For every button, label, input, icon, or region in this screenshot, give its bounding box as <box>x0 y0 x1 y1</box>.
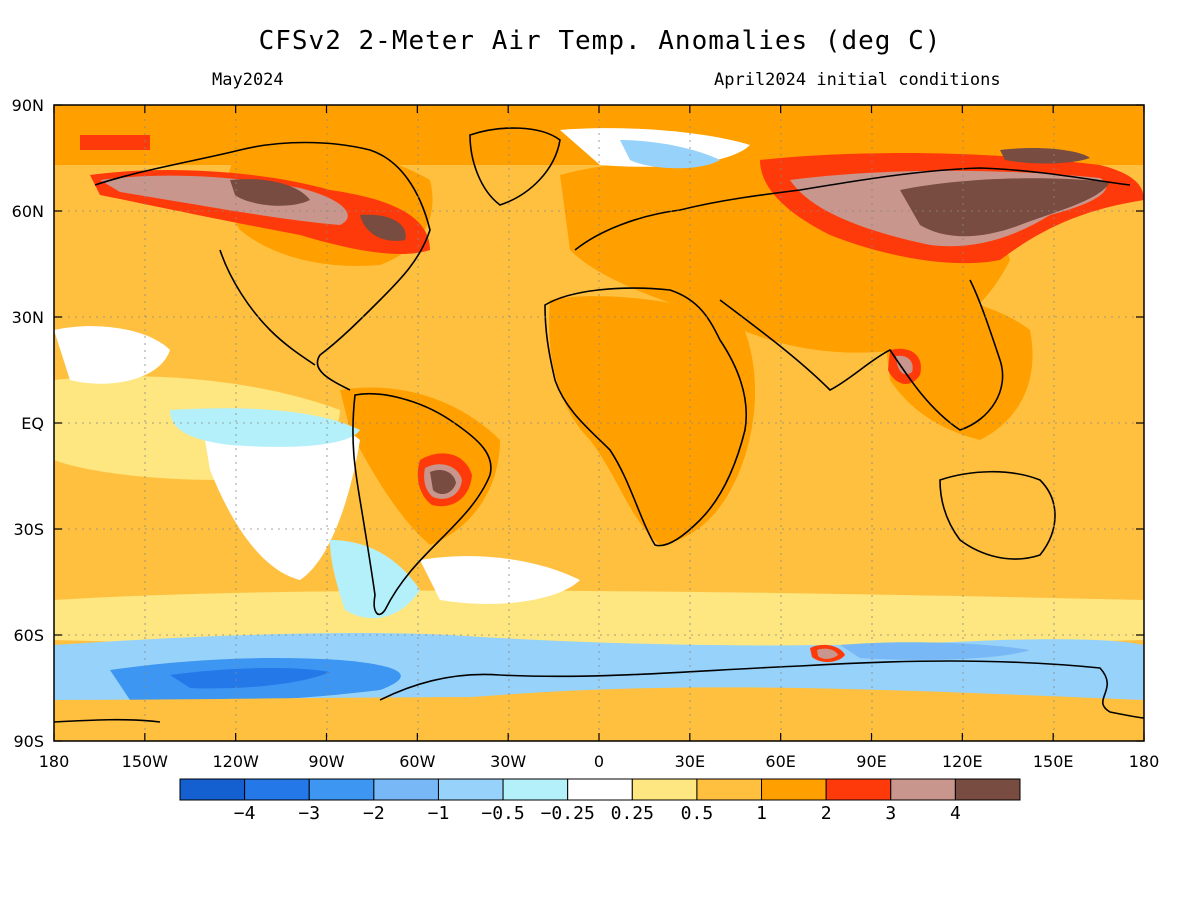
lat-tick-label: 60S <box>13 626 44 645</box>
africa-warm-region <box>549 296 755 545</box>
colorbar-tick-label: 2 <box>820 803 832 824</box>
lon-tick-label: 180 <box>39 752 70 771</box>
coastlines <box>54 127 1144 723</box>
lon-tick-label: 60E <box>765 752 795 771</box>
north-america-coastline <box>94 141 431 391</box>
indochina-very-hot-core <box>896 355 913 375</box>
africa-coastline <box>544 287 748 547</box>
lat-tick-label: EQ <box>21 414 44 433</box>
east-siberia-extreme-core <box>1000 147 1090 164</box>
brazil-extreme-core <box>430 470 456 495</box>
lat-tick-label: 90S <box>13 732 44 751</box>
colorbar-swatch <box>631 778 698 801</box>
lon-tick-label: 0 <box>594 752 604 771</box>
ross-sea-cold-core <box>170 668 330 689</box>
grid-lines <box>54 105 1144 741</box>
valid-month-label: May2024 <box>212 70 284 90</box>
lon-tick-label: 30E <box>675 752 705 771</box>
colorbar-swatch <box>567 778 633 801</box>
lat-tick-label: 30N <box>12 308 44 327</box>
lon-tick-label: 180 <box>1129 752 1160 771</box>
lon-tick-label: 120W <box>212 752 259 771</box>
south-america-coastline <box>352 392 492 616</box>
east-pacific-neutral <box>200 408 360 580</box>
lon-tick-label: 90E <box>856 752 886 771</box>
lon-tick-label: 30W <box>490 752 526 771</box>
alaska-hot-patch <box>80 135 150 150</box>
colorbar <box>179 778 1021 801</box>
east-antarctic-cool-patch <box>840 642 1030 660</box>
siberia-extreme-core <box>900 178 1110 237</box>
antarctic-coast-very-hot-core <box>817 648 838 659</box>
colorbar-tick-label: 4 <box>949 803 961 824</box>
north-america-west-coastline <box>219 249 316 366</box>
hudson-extreme-core <box>360 214 406 241</box>
map-field <box>54 105 1144 741</box>
colorbar-tick-label: −3 <box>298 803 321 824</box>
axis-ticks: 180 150W 120W 90W 60W 30W 0 30E 60E 90E 120E 150E 18… <box>12 96 1160 771</box>
colorbar-swatch <box>761 778 827 801</box>
lon-tick-label: 150E <box>1033 752 1074 771</box>
colorbar-tick-label: −0.25 <box>540 803 595 824</box>
australia-coastline <box>939 470 1056 560</box>
antarctica-coastline <box>54 660 1144 723</box>
antarctic-interior-warm <box>54 696 1144 741</box>
colorbar-swatch <box>890 778 956 801</box>
colorbar-swatch <box>954 778 1021 801</box>
lon-tick-label: 90W <box>308 752 344 771</box>
lon-tick-label: 150W <box>122 752 169 771</box>
colorbar-swatch <box>244 778 310 801</box>
canada-extreme-core <box>230 179 310 206</box>
south-america-cool-patch <box>330 540 420 619</box>
colorbar-tick-label: 1 <box>756 803 767 824</box>
lon-tick-label: 120E <box>942 752 983 771</box>
colorbar-tick-label: 3 <box>885 803 897 824</box>
colorbar-tick-label: −2 <box>363 803 385 824</box>
colorbar-tick-label: −1 <box>427 803 450 824</box>
asia-south-coastline <box>719 279 1004 431</box>
colorbar-swatch <box>437 778 504 801</box>
colorbar-tick-label: −0.5 <box>481 803 525 824</box>
colorbar-swatch <box>179 778 246 801</box>
initial-conditions-label: April2024 initial conditions <box>714 70 1001 90</box>
south-atlantic-neutral <box>420 556 580 604</box>
chart-title: CFSv2 2-Meter Air Temp. Anomalies (deg C… <box>258 26 942 56</box>
greenland-coastline <box>469 127 561 206</box>
lat-tick-label: 60N <box>12 202 44 221</box>
barents-cool-patch <box>620 140 720 169</box>
equatorial-cool-patch <box>170 408 360 447</box>
lat-tick-label: 90N <box>12 96 44 115</box>
colorbar-tick-label: 0.25 <box>610 803 654 824</box>
north-pacific-neutral <box>54 326 170 384</box>
colorbar-swatch <box>373 778 439 801</box>
colorbar-swatch <box>696 778 763 801</box>
lat-tick-label: 30S <box>13 520 44 539</box>
colorbar-swatch <box>308 778 375 801</box>
colorbar-tick-label: −4 <box>233 803 256 824</box>
eurasia-north-coastline <box>574 167 1131 251</box>
colorbar-swatch <box>825 778 892 801</box>
colorbar-swatch <box>502 778 569 801</box>
colorbar-tick-label: 0.5 <box>680 803 714 824</box>
lon-tick-label: 60W <box>399 752 435 771</box>
